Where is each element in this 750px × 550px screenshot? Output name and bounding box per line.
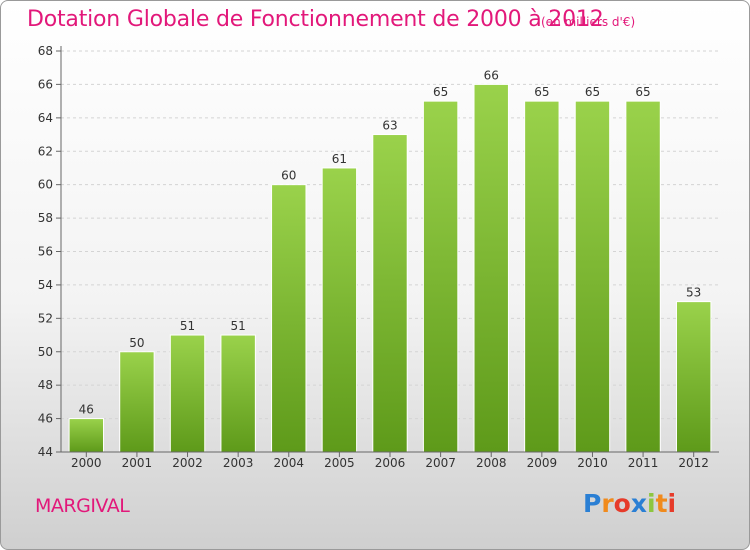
logo-letter: i bbox=[647, 489, 656, 518]
y-tick-label: 58 bbox=[38, 211, 53, 225]
bar-value-label: 65 bbox=[534, 85, 549, 99]
bar-value-label: 66 bbox=[484, 68, 499, 82]
bar-value-label: 63 bbox=[382, 119, 397, 133]
bar-2011 bbox=[625, 100, 661, 453]
x-tick-label: 2003 bbox=[223, 456, 254, 470]
bar-value-label: 53 bbox=[686, 286, 701, 300]
bar-value-label: 65 bbox=[433, 85, 448, 99]
bar-value-label: 50 bbox=[129, 336, 144, 350]
logo-letter: i bbox=[667, 489, 677, 518]
chart-unit-label: (en milliers d'€) bbox=[541, 15, 636, 29]
bar-value-label: 51 bbox=[231, 319, 246, 333]
commune-name: MARGIVAL bbox=[35, 495, 130, 517]
bar-2008 bbox=[473, 83, 509, 453]
y-tick-label: 54 bbox=[38, 278, 53, 292]
x-tick-label: 2011 bbox=[628, 456, 659, 470]
y-tick-label: 56 bbox=[38, 245, 53, 259]
bar-2002 bbox=[169, 334, 206, 453]
bar-value-label: 46 bbox=[79, 403, 94, 417]
bar-2004 bbox=[271, 184, 307, 453]
x-tick-label: 2012 bbox=[678, 456, 709, 470]
logo-letter: x bbox=[630, 489, 647, 518]
bar-value-label: 65 bbox=[635, 85, 650, 99]
y-tick-label: 62 bbox=[38, 144, 53, 158]
y-tick-label: 52 bbox=[38, 311, 53, 325]
bar-2005 bbox=[321, 167, 358, 453]
logo-letter: P bbox=[583, 489, 602, 518]
bar-2010 bbox=[574, 100, 611, 453]
y-tick-label: 46 bbox=[38, 412, 53, 426]
x-tick-label: 2000 bbox=[71, 456, 102, 470]
logo-letter: o bbox=[613, 489, 631, 518]
bar-value-label: 61 bbox=[332, 152, 347, 166]
bar-value-label: 65 bbox=[585, 85, 600, 99]
logo-letter: t bbox=[655, 489, 668, 518]
bar-2006 bbox=[372, 134, 408, 453]
y-tick-label: 44 bbox=[38, 445, 53, 459]
x-tick-label: 2009 bbox=[527, 456, 558, 470]
x-tick-label: 2005 bbox=[324, 456, 355, 470]
x-tick-label: 2010 bbox=[577, 456, 608, 470]
bar-value-label: 51 bbox=[180, 319, 195, 333]
x-tick-label: 2007 bbox=[425, 456, 456, 470]
y-tick-label: 66 bbox=[38, 77, 53, 91]
proxiti-logo[interactable]: Proxiti bbox=[583, 489, 676, 518]
y-tick-label: 64 bbox=[38, 111, 53, 125]
bar-2012 bbox=[675, 301, 712, 453]
bar-value-label: 60 bbox=[281, 169, 296, 183]
y-tick-label: 48 bbox=[38, 378, 53, 392]
x-tick-label: 2004 bbox=[273, 456, 304, 470]
y-tick-label: 60 bbox=[38, 178, 53, 192]
bar-2000 bbox=[68, 418, 105, 453]
bar-2003 bbox=[220, 334, 256, 453]
chart-title: Dotation Globale de Fonctionnement de 20… bbox=[27, 7, 604, 32]
logo-letter: r bbox=[601, 489, 614, 518]
y-tick-label: 68 bbox=[38, 44, 53, 58]
x-tick-label: 2002 bbox=[172, 456, 203, 470]
bar-2001 bbox=[119, 351, 155, 453]
bar-2007 bbox=[422, 100, 459, 453]
x-tick-label: 2008 bbox=[476, 456, 507, 470]
y-tick-label: 50 bbox=[38, 345, 53, 359]
x-tick-label: 2001 bbox=[122, 456, 153, 470]
x-tick-label: 2006 bbox=[375, 456, 406, 470]
bar-2009 bbox=[524, 100, 560, 453]
